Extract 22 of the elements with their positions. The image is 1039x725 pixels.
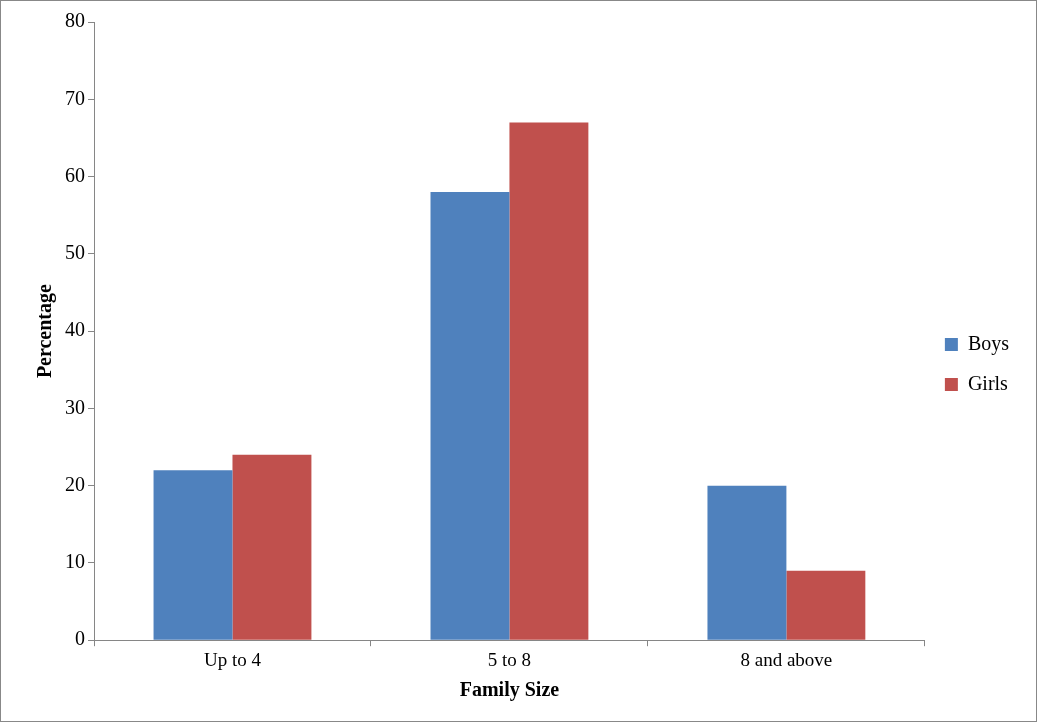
bar [153,470,233,640]
bar [232,454,312,640]
y-tick-label: 30 [65,395,85,418]
bar [509,122,589,640]
x-tick-label: 8 and above [740,648,833,670]
y-tick-label: 50 [65,241,85,264]
y-tick-label: 70 [65,86,85,109]
x-tick-label: Up to 4 [203,648,262,670]
y-tick-label: 10 [65,550,85,573]
y-axis-title: Percentage [33,283,57,379]
y-tick-label: 20 [65,472,85,495]
y-tick-label: 60 [65,163,85,186]
legend-label: Boys [967,331,1010,355]
y-tick-label: 0 [75,627,85,650]
x-tick-label: 5 to 8 [487,648,532,670]
bar [786,570,866,640]
x-axis-title: Family Size [459,678,560,702]
bar [430,192,510,640]
legend-label: Girls [967,371,1009,394]
y-tick-label: 40 [65,318,85,341]
y-tick-label: 80 [65,9,85,32]
bar [707,485,787,640]
